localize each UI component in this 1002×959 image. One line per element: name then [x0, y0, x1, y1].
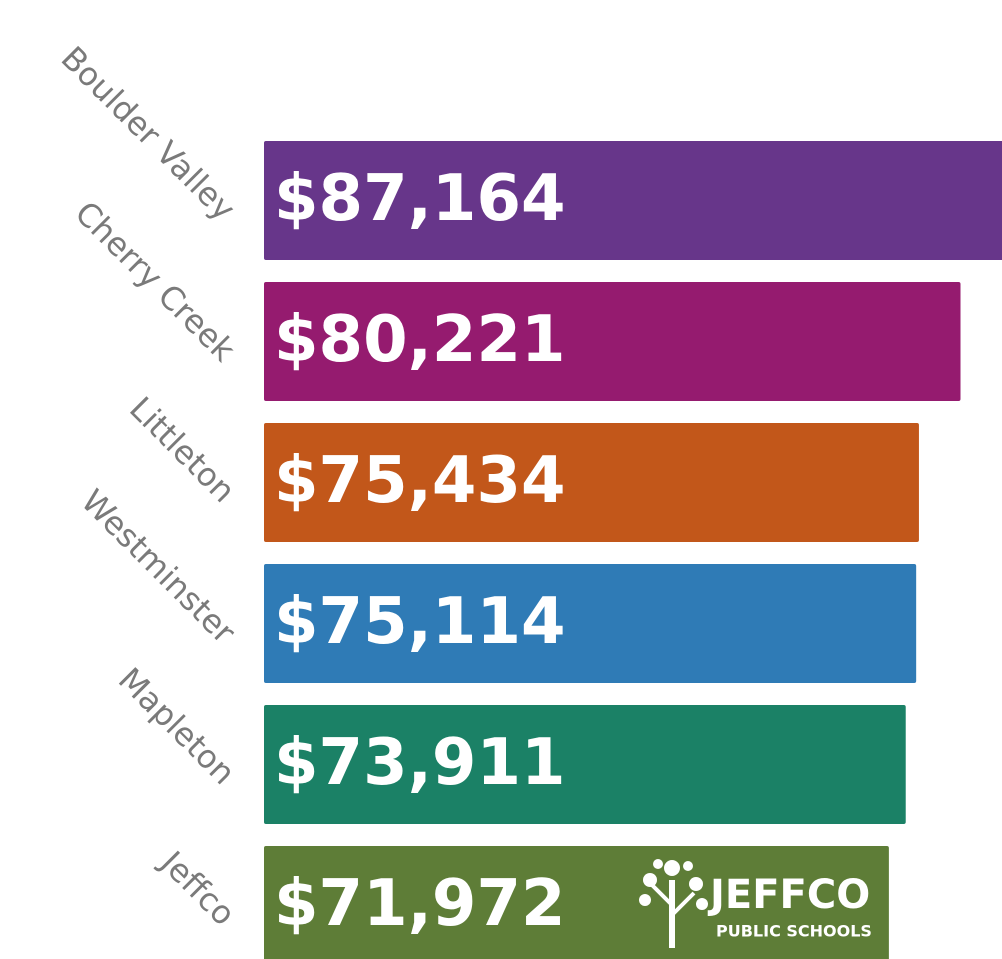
bar	[264, 564, 917, 683]
value-label: $75,434	[274, 444, 566, 518]
tree-icon	[639, 859, 708, 948]
category-label: Boulder Valley	[54, 39, 243, 228]
logo-title: JEFFCO	[707, 872, 870, 918]
bar	[264, 846, 889, 959]
bar	[264, 705, 906, 824]
value-label: $87,164	[274, 162, 566, 236]
bar	[264, 423, 919, 542]
value-label: $80,221	[274, 303, 566, 377]
category-label: Littleton	[122, 389, 243, 510]
value-label: $71,972	[274, 867, 566, 941]
logo-subtitle: PUBLIC SCHOOLS	[716, 922, 872, 941]
category-label: Jeffco	[152, 842, 243, 933]
value-label: $75,114	[274, 585, 566, 659]
bar	[264, 141, 1002, 260]
category-label: Mapleton	[111, 660, 243, 792]
bar	[264, 282, 961, 401]
logo: JEFFCO PUBLIC SCHOOLS	[639, 859, 872, 948]
value-label: $73,911	[274, 726, 566, 800]
